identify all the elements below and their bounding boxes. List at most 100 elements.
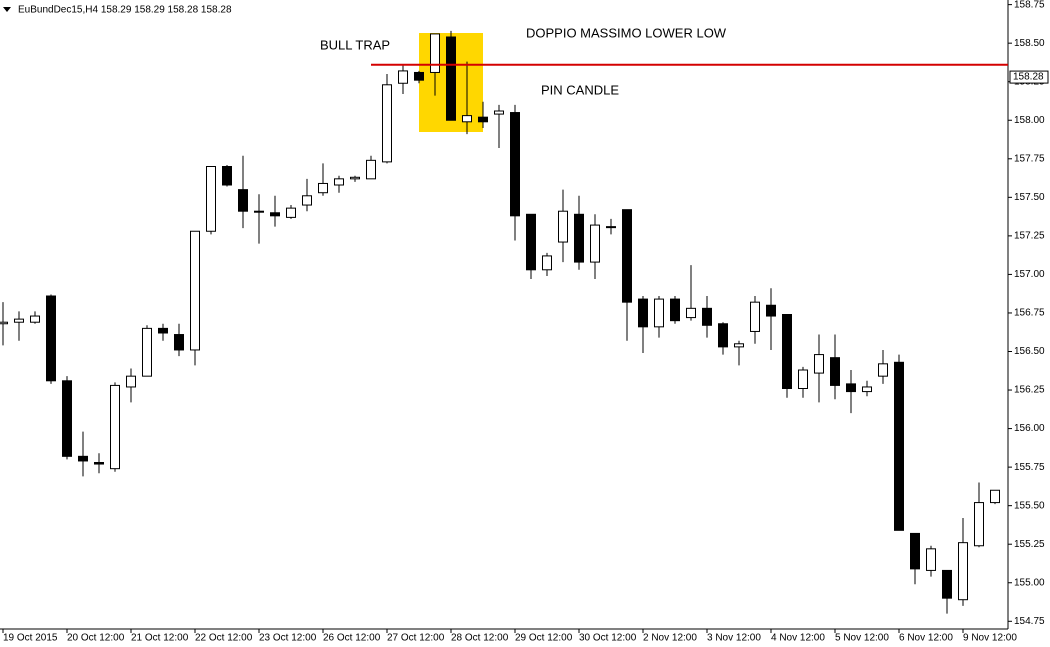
x-tick-label: 29 Oct 12:00 [515, 633, 573, 644]
annotation: PIN CANDLE [541, 82, 619, 97]
candle-body [526, 213, 536, 271]
candle-body [830, 357, 840, 386]
candle-body [126, 375, 136, 388]
candle-body [158, 327, 168, 334]
y-tick-label: 158.50 [1014, 38, 1045, 49]
candle-body [590, 224, 600, 263]
candle-body [14, 318, 24, 323]
annotation: BULL TRAP [320, 37, 390, 52]
y-tick-label: 154.75 [1014, 616, 1045, 627]
y-tick-label: 155.00 [1014, 577, 1045, 588]
candle-body [990, 489, 1000, 504]
candle-body [686, 307, 696, 319]
x-tick-label: 20 Oct 12:00 [67, 633, 125, 644]
candle-body [462, 115, 472, 123]
candle-body [254, 210, 264, 213]
candle-body [798, 369, 808, 389]
candle-body [846, 383, 856, 393]
candle-body [238, 189, 248, 212]
menu-arrow [3, 7, 11, 12]
y-tick-label: 157.50 [1014, 192, 1045, 203]
x-tick-label: 26 Oct 12:00 [323, 633, 381, 644]
candle-body [734, 343, 744, 348]
candle-body [318, 182, 328, 194]
x-tick-label: 4 Nov 12:00 [771, 633, 825, 644]
candle-body [110, 384, 120, 470]
candle-body [654, 298, 664, 328]
candle-body [558, 210, 568, 243]
x-tick-label: 30 Oct 12:00 [579, 633, 637, 644]
candle-body [574, 213, 584, 263]
candle-body [942, 569, 952, 599]
y-tick-label: 156.25 [1014, 385, 1045, 396]
candle-body [78, 455, 88, 462]
x-tick-label: 5 Nov 12:00 [835, 633, 889, 644]
candle-body [366, 159, 376, 180]
candle-body [350, 176, 360, 180]
candle-body [494, 110, 504, 115]
candle-body [414, 71, 424, 81]
candle-body [542, 255, 552, 271]
y-tick-label: 156.75 [1014, 308, 1045, 319]
x-tick-label: 27 Oct 12:00 [387, 633, 445, 644]
current-price-label: 158.28 [1013, 72, 1044, 83]
candle-body [94, 462, 104, 465]
candle-body [878, 363, 888, 377]
candle-body [222, 166, 232, 186]
y-tick-label: 156.50 [1014, 346, 1045, 357]
y-tick-label: 155.50 [1014, 500, 1045, 511]
candle-body [398, 70, 408, 84]
current-price-box [1009, 70, 1049, 84]
candle-body [670, 298, 680, 322]
candle-body [750, 301, 760, 332]
candle-body [478, 116, 488, 123]
candle-body [894, 361, 904, 531]
candle-body [0, 321, 8, 325]
y-tick-label: 157.25 [1014, 231, 1045, 242]
x-tick-label: 6 Nov 12:00 [899, 633, 953, 644]
candle-body [62, 380, 72, 457]
x-tick-label: 23 Oct 12:00 [259, 633, 317, 644]
x-tick-label: 21 Oct 12:00 [131, 633, 189, 644]
candle-body [286, 207, 296, 218]
candle-body [174, 334, 184, 351]
candle-body [814, 354, 824, 374]
candle-body [142, 327, 152, 377]
candle-body [622, 209, 632, 303]
x-tick-label: 2 Nov 12:00 [643, 633, 697, 644]
y-tick-label: 157.00 [1014, 269, 1045, 280]
x-tick-label: 28 Oct 12:00 [451, 633, 509, 644]
y-tick-label: 155.75 [1014, 462, 1045, 473]
x-tick-label: 22 Oct 12:00 [195, 633, 253, 644]
candle-body [718, 323, 728, 348]
y-tick-label: 158.75 [1014, 0, 1045, 10]
candle-body [910, 532, 920, 570]
candle-body [926, 548, 936, 571]
candle-body [766, 304, 776, 317]
chart-title: EuBundDec15,H4 158.29 158.29 158.28 158.… [18, 5, 232, 16]
y-tick-label: 155.25 [1014, 539, 1045, 550]
candle-body [702, 307, 712, 326]
candle-body [382, 84, 392, 163]
candle-body [430, 33, 440, 73]
candle-body [302, 195, 312, 206]
candle-body [46, 295, 56, 382]
annotation: DOPPIO MASSIMO LOWER LOW [526, 25, 727, 40]
candle-body [974, 502, 984, 547]
x-tick-label: 3 Nov 12:00 [707, 633, 761, 644]
candle-body [30, 315, 40, 323]
y-tick-label: 156.00 [1014, 423, 1045, 434]
candle-body [638, 298, 648, 328]
candle-body [606, 226, 616, 229]
y-tick-label: 158.00 [1014, 115, 1045, 126]
candle-body [334, 178, 344, 186]
candle-body [270, 212, 280, 217]
candle-body [958, 542, 968, 601]
candle-body [510, 112, 520, 217]
x-tick-label: 19 Oct 2015 [3, 633, 58, 644]
candle-body [206, 166, 216, 232]
candle-body [782, 314, 792, 389]
y-tick-label: 157.75 [1014, 153, 1045, 164]
